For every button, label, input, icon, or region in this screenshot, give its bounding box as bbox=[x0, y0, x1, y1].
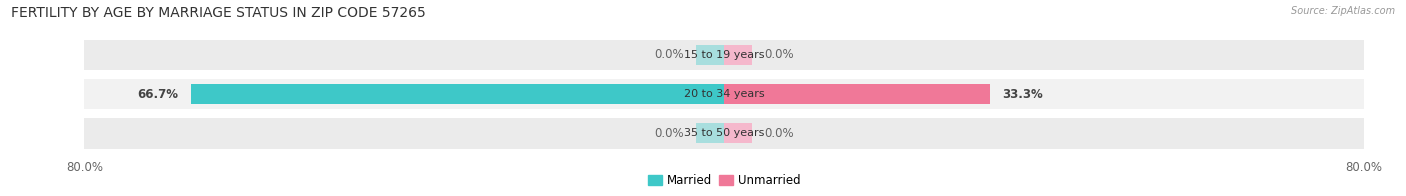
Text: 0.0%: 0.0% bbox=[654, 127, 685, 140]
Bar bbox=[724, 45, 752, 65]
Text: FERTILITY BY AGE BY MARRIAGE STATUS IN ZIP CODE 57265: FERTILITY BY AGE BY MARRIAGE STATUS IN Z… bbox=[11, 6, 426, 20]
Bar bbox=[724, 84, 990, 104]
Text: 20 to 34 years: 20 to 34 years bbox=[683, 89, 765, 99]
Legend: Married, Unmarried: Married, Unmarried bbox=[643, 169, 806, 192]
Bar bbox=[191, 84, 724, 104]
Text: 35 to 50 years: 35 to 50 years bbox=[683, 128, 765, 138]
Text: 0.0%: 0.0% bbox=[654, 48, 685, 61]
Bar bbox=[84, 40, 1364, 70]
Bar bbox=[84, 118, 1364, 149]
Bar bbox=[84, 79, 1364, 109]
Text: 15 to 19 years: 15 to 19 years bbox=[683, 50, 765, 60]
Text: Source: ZipAtlas.com: Source: ZipAtlas.com bbox=[1291, 6, 1395, 16]
Bar bbox=[696, 123, 724, 143]
Text: 0.0%: 0.0% bbox=[763, 48, 794, 61]
Bar bbox=[724, 123, 752, 143]
Bar bbox=[696, 45, 724, 65]
Text: 33.3%: 33.3% bbox=[1002, 88, 1043, 101]
Text: 0.0%: 0.0% bbox=[763, 127, 794, 140]
Text: 66.7%: 66.7% bbox=[138, 88, 179, 101]
